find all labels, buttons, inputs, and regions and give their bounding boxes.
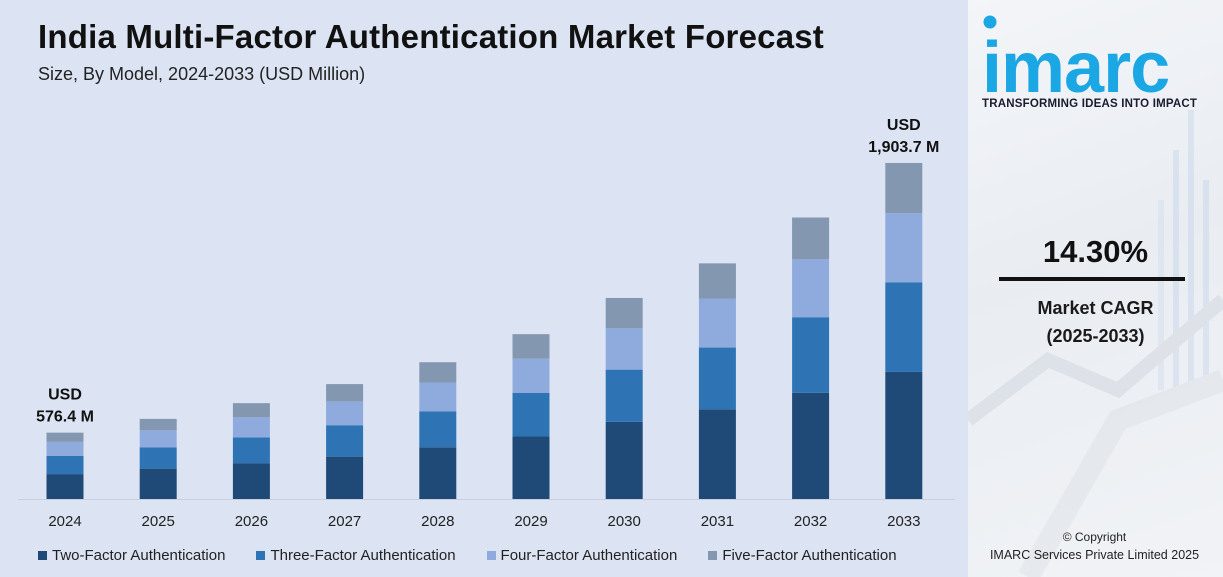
x-tick-label: 2028 [421, 513, 454, 530]
bar-segment-2025-1 [139, 468, 177, 499]
logo-text: imarc [982, 28, 1169, 96]
legend-item: Two-Factor Authentication [38, 547, 225, 564]
legend-swatch [256, 551, 266, 560]
bar-segment-2028-1 [419, 447, 457, 499]
x-tick-label: 2029 [514, 513, 547, 530]
background-chart-decoration [968, 110, 1223, 577]
legend-swatch [38, 551, 47, 560]
bar-segment-2033-4 [885, 162, 923, 214]
bar-segment-2028-2 [419, 411, 457, 448]
bar-segment-2025-2 [139, 447, 177, 469]
bar-segment-2024-3 [46, 441, 84, 456]
bar-segment-2027-3 [326, 401, 364, 426]
chart-legend: Two-Factor Authentication Three-Factor Au… [38, 547, 928, 564]
bar-segment-2030-1 [605, 421, 643, 499]
x-tick-label: 2025 [142, 513, 175, 530]
bar-segment-2025-4 [139, 418, 177, 431]
legend-label: Five-Factor Authentication [722, 547, 897, 564]
legend-item: Three-Factor Authentication [256, 547, 456, 564]
bar-segment-2029-2 [512, 392, 550, 437]
bar-segment-2029-4 [512, 334, 550, 359]
legend-label: Two-Factor Authentication [52, 547, 226, 564]
bar-segment-2033-1 [885, 371, 923, 499]
brand-tagline: TRANSFORMING IDEAS INTO IMPACT [982, 98, 1198, 110]
legend-swatch [486, 551, 496, 560]
company-name: IMARC Services Private Limited 2025 [989, 548, 1200, 562]
cagr-value: 14.30% [1042, 234, 1149, 269]
cagr-period: (2025-2033) [1046, 326, 1145, 346]
legend-swatch [708, 551, 718, 560]
copyright-text: © Copyright [1062, 530, 1127, 544]
bar-segment-2031-1 [698, 409, 736, 499]
bar-segment-2024-1 [46, 474, 84, 499]
bar-segment-2030-3 [605, 328, 643, 370]
x-tick-label: 2032 [794, 513, 827, 530]
bar-segment-2027-2 [326, 425, 364, 457]
bar-segment-2031-4 [698, 263, 736, 299]
x-tick-label: 2024 [48, 513, 81, 530]
bar-segment-2033-3 [885, 213, 923, 283]
bar-segment-2026-1 [232, 463, 270, 499]
x-tick-label: 2030 [608, 513, 641, 530]
bar-segment-2028-4 [419, 362, 457, 383]
x-tick-label: 2033 [887, 513, 920, 530]
bar-segment-2024-4 [46, 432, 84, 442]
legend-item: Four-Factor Authentication [486, 547, 678, 564]
value-annotation-amount: 576.4 M [36, 409, 94, 426]
bar-segment-2030-4 [605, 297, 643, 329]
legend-label: Four-Factor Authentication [500, 547, 678, 564]
bar-segment-2026-2 [232, 437, 270, 464]
cagr-label: Market CAGR [1037, 298, 1154, 318]
cagr-divider [999, 277, 1185, 281]
value-annotation-currency: USD [48, 387, 82, 404]
bar-segment-2031-3 [698, 298, 736, 348]
bar-segment-2032-4 [792, 217, 830, 260]
bar-segment-2027-4 [326, 384, 364, 402]
bar-segment-2032-2 [792, 317, 830, 393]
bar-segment-2031-2 [698, 347, 736, 410]
legend-item: Five-Factor Authentication [708, 547, 897, 564]
bar-segment-2029-1 [512, 436, 550, 499]
x-tick-label: 2027 [328, 513, 361, 530]
bar-segment-2025-3 [139, 430, 177, 448]
imarc-logo: imarc [982, 15, 1170, 96]
value-annotation-currency: USD [887, 117, 921, 134]
bar-segment-2027-1 [326, 456, 364, 499]
chart-subtitle: Size, By Model, 2024-2033 (USD Million) [38, 64, 366, 84]
bar-segment-2026-3 [232, 417, 270, 438]
bar-segment-2032-1 [792, 392, 830, 499]
x-tick-label: 2026 [235, 513, 268, 530]
bar-segment-2029-3 [512, 358, 550, 393]
stacked-bar-chart: 2024 2025 2026 2027 2028 2029 2030 2031 2032 2033… [18, 117, 955, 530]
chart-title: India Multi-Factor Authentication Market… [38, 18, 824, 55]
chart-panel: India Multi-Factor Authentication Market… [0, 0, 968, 577]
bar-segment-2024-2 [46, 455, 84, 475]
bar-segment-2030-2 [605, 369, 643, 422]
brand-panel: imarc TRANSFORMING IDEAS INTO IMPACT 14.… [968, 0, 1223, 577]
value-annotation-amount: 1,903.7 M [868, 139, 939, 156]
legend-label: Three-Factor Authentication [270, 547, 456, 564]
bar-segment-2026-4 [232, 403, 270, 418]
bar-segment-2033-2 [885, 282, 923, 372]
bar-segment-2028-3 [419, 382, 457, 412]
bar-segment-2032-3 [792, 259, 830, 318]
x-tick-label: 2031 [701, 513, 734, 530]
